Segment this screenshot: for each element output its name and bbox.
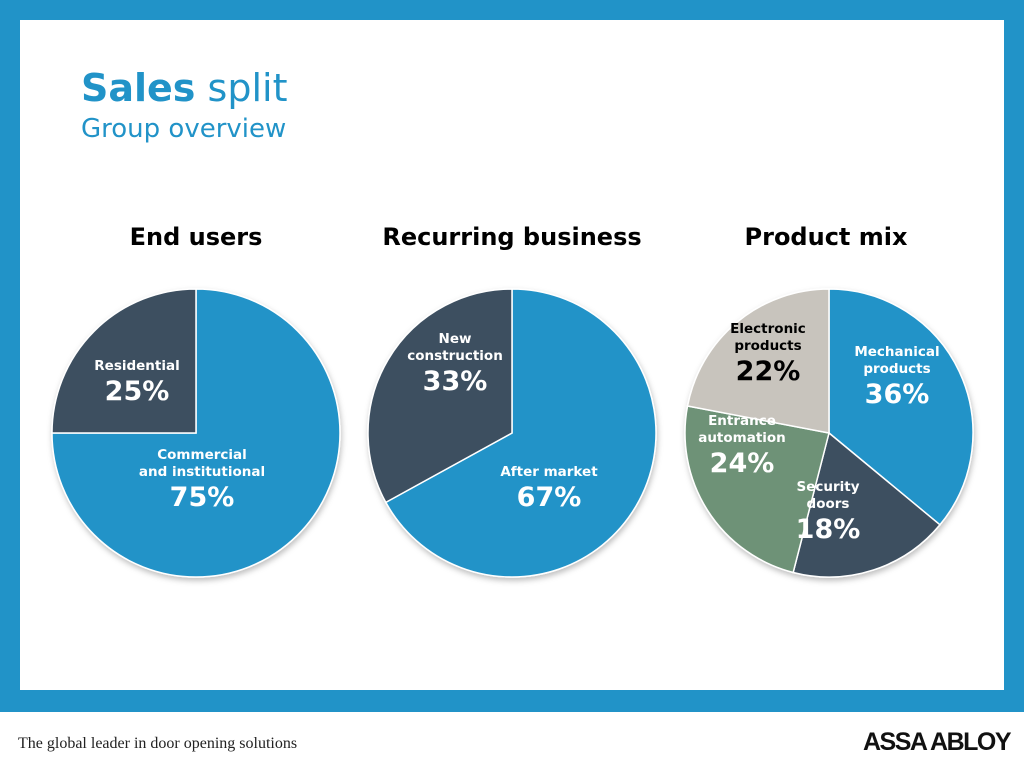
chart-title: End users bbox=[130, 223, 263, 251]
pie-slice bbox=[792, 431, 942, 578]
pie bbox=[51, 288, 341, 578]
slice-value: 75% bbox=[170, 482, 235, 513]
slice-label-text: products bbox=[734, 338, 801, 354]
chart-title: Recurring business bbox=[382, 223, 641, 251]
slice-value: 67% bbox=[517, 482, 582, 513]
pie-slice bbox=[828, 288, 974, 526]
pie-slice bbox=[51, 288, 197, 434]
footer-tagline: The global leader in door opening soluti… bbox=[18, 735, 298, 752]
assa-abloy-logo: ASSA ABLOY bbox=[863, 728, 1012, 756]
pie bbox=[367, 288, 657, 578]
pie-slice bbox=[686, 288, 830, 434]
slice-label-text: Security bbox=[796, 479, 859, 495]
pie-slice bbox=[384, 288, 657, 578]
slice-label-text: Commercial bbox=[157, 447, 247, 463]
slice-value: 18% bbox=[796, 514, 861, 545]
title-bold: Sales bbox=[81, 66, 196, 110]
slice-label-text: automation bbox=[698, 430, 786, 446]
slide-subtitle: Group overview bbox=[81, 114, 287, 144]
slice-label-text: Mechanical bbox=[854, 344, 939, 360]
slice-label-text: Entrance bbox=[708, 413, 776, 429]
title-rest: split bbox=[207, 66, 288, 110]
pie-slice bbox=[51, 288, 341, 578]
slice-label-text: doors bbox=[807, 496, 850, 512]
slice-value: 22% bbox=[736, 356, 801, 387]
pie-slice bbox=[367, 288, 513, 504]
slice-value: 25% bbox=[105, 376, 170, 407]
slice-value: 33% bbox=[423, 366, 488, 397]
slice-label: After market 67% bbox=[500, 464, 598, 513]
slice-label-text: Electronic bbox=[730, 321, 806, 337]
chart-title: Product mix bbox=[745, 223, 908, 251]
slice-label-text: Residential bbox=[94, 358, 179, 374]
pie-slice bbox=[684, 405, 830, 574]
pie bbox=[684, 288, 974, 578]
slice-label-text: construction bbox=[407, 348, 503, 364]
slide-title: Sales split bbox=[81, 66, 287, 110]
slice-value: 24% bbox=[710, 448, 775, 479]
slice-label-text: products bbox=[863, 361, 930, 377]
slice-label-text: and institutional bbox=[139, 464, 265, 480]
slice-value: 36% bbox=[865, 379, 930, 410]
slice-label: Residential 25% bbox=[94, 358, 179, 407]
slice-label-text: After market bbox=[500, 464, 598, 480]
slice-label-text: New bbox=[439, 331, 472, 347]
